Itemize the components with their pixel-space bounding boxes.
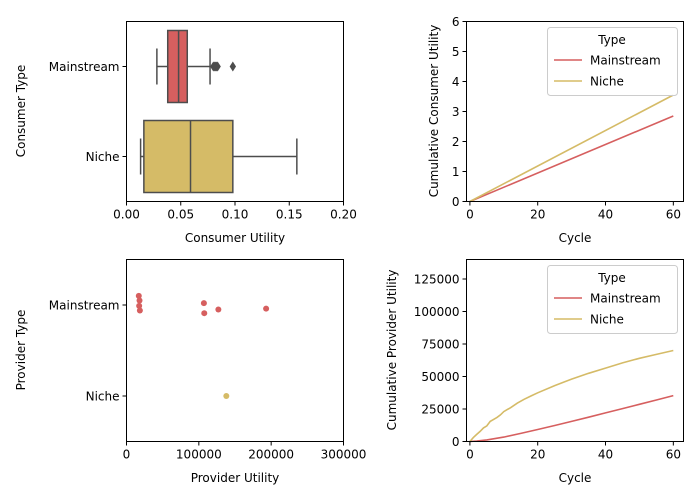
strip-point-mainstream (215, 306, 222, 313)
consumer-cumulative-xlabel: Cycle (559, 231, 592, 245)
outlier-point (214, 61, 221, 72)
provider-strip-xlabel: Provider Utility (191, 471, 280, 485)
consumer-box-ticks: 0.00 0.05 0.10 0.15 0.20 Mainstream Niche (49, 60, 357, 222)
x-tick-label: 0 (123, 448, 131, 462)
provider-strip-ylabel: Provider Type (14, 310, 28, 391)
consumer-box-ylabel: Consumer Type (14, 65, 28, 158)
strip-point-mainstream (263, 305, 270, 312)
provider-cumulative-marks (469, 349, 674, 443)
legend-box (547, 265, 678, 334)
x-tick-label: 0.10 (222, 208, 249, 222)
y-tick-label: 1 (452, 165, 460, 179)
outlier-point (229, 61, 237, 72)
strip-point-mainstream (136, 297, 143, 304)
legend-label-mainstream: Mainstream (590, 54, 661, 68)
provider-strip-marks (135, 292, 270, 399)
series-line-niche (469, 94, 674, 203)
provider-cumulative-legend: Type Mainstream Niche (547, 265, 678, 334)
x-tick-label: 60 (666, 448, 681, 462)
consumer-cumulative-ticks: 0 20 40 60 0 1 2 3 4 5 6 (452, 15, 681, 222)
y-tick-label: 5 (452, 45, 460, 59)
provider-cumulative-axes-frame (466, 259, 684, 442)
legend-title: Type (597, 33, 626, 47)
x-tick-label: 40 (598, 448, 613, 462)
consumer-cumulative-ylabel: Cumulative Consumer Utility (427, 25, 441, 198)
x-tick-label: 0 (466, 448, 474, 462)
y-tick-label: 3 (452, 105, 460, 119)
strip-point-mainstream (135, 292, 142, 299)
consumer-box-marks (139, 29, 298, 194)
x-tick-label: 300000 (321, 448, 367, 462)
strip-point-mainstream (136, 307, 143, 314)
panel-provider-strip: 0 100000 200000 300000 Mainstream Niche Provi… (14, 259, 367, 485)
strip-point-mainstream (201, 310, 208, 317)
x-tick-label: 20 (530, 208, 545, 222)
strip-point-mainstream (136, 302, 143, 309)
series-line-mainstream (469, 394, 674, 443)
legend-title: Type (597, 271, 626, 285)
category-tick-label: Mainstream (49, 299, 120, 313)
y-tick-label: 25000 (421, 403, 459, 417)
x-tick-label: 0 (466, 208, 474, 222)
category-tick-label: Mainstream (49, 60, 120, 74)
x-tick-label: 200000 (248, 448, 294, 462)
y-tick-label: 6 (452, 15, 460, 29)
x-tick-label: 20 (530, 448, 545, 462)
box-niche (143, 119, 234, 194)
provider-cumulative-xlabel: Cycle (559, 471, 592, 485)
legend-label-niche: Niche (590, 313, 624, 327)
provider-strip-ticks: 0 100000 200000 300000 Mainstream Niche (49, 299, 367, 462)
strip-point-niche (223, 393, 230, 399)
provider-cumulative-ylabel: Cumulative Provider Utility (385, 270, 399, 431)
legend-label-mainstream: Mainstream (590, 292, 661, 306)
x-tick-label: 0.15 (276, 208, 303, 222)
x-tick-label: 60 (666, 208, 681, 222)
legend-label-niche: Niche (590, 75, 624, 89)
provider-cumulative-ticks: 0 20 40 60 0 25000 50000 75000 100000 125000 (414, 273, 681, 462)
y-tick-label: 50000 (421, 370, 459, 384)
y-tick-label: 0 (452, 435, 460, 449)
box-mainstream (166, 29, 189, 104)
strip-point-mainstream (200, 300, 207, 307)
category-tick-label: Niche (86, 390, 120, 404)
series-line-mainstream (469, 115, 674, 203)
consumer-cumulative-marks (469, 94, 674, 203)
series-line-niche (469, 349, 674, 443)
consumer-cumulative-legend: Type Mainstream Niche (547, 27, 678, 96)
panel-consumer-box: 0.00 0.05 0.10 0.15 0.20 Mainstream Niche Cons… (14, 21, 357, 245)
category-tick-label: Niche (86, 150, 120, 164)
y-tick-label: 125000 (414, 273, 460, 287)
panel-consumer-cumulative: 0 20 40 60 0 1 2 3 4 5 6 Type Mainstream Niche Cyc… (427, 15, 684, 245)
x-tick-label: 100000 (176, 448, 222, 462)
legend-box (547, 27, 678, 96)
panel-provider-cumulative: 0 20 40 60 0 25000 50000 75000 100000 125000 Type… (385, 259, 684, 485)
provider-strip-axes-frame (126, 259, 344, 442)
x-tick-label: 0.05 (167, 208, 194, 222)
consumer-box-xlabel: Consumer Utility (185, 231, 285, 245)
y-tick-label: 100000 (414, 305, 460, 319)
y-tick-label: 4 (452, 75, 460, 89)
y-tick-label: 2 (452, 135, 460, 149)
x-tick-label: 0.20 (330, 208, 357, 222)
y-tick-label: 75000 (421, 338, 459, 352)
x-tick-label: 0.00 (113, 208, 140, 222)
x-tick-label: 40 (598, 208, 613, 222)
y-tick-label: 0 (452, 195, 460, 209)
